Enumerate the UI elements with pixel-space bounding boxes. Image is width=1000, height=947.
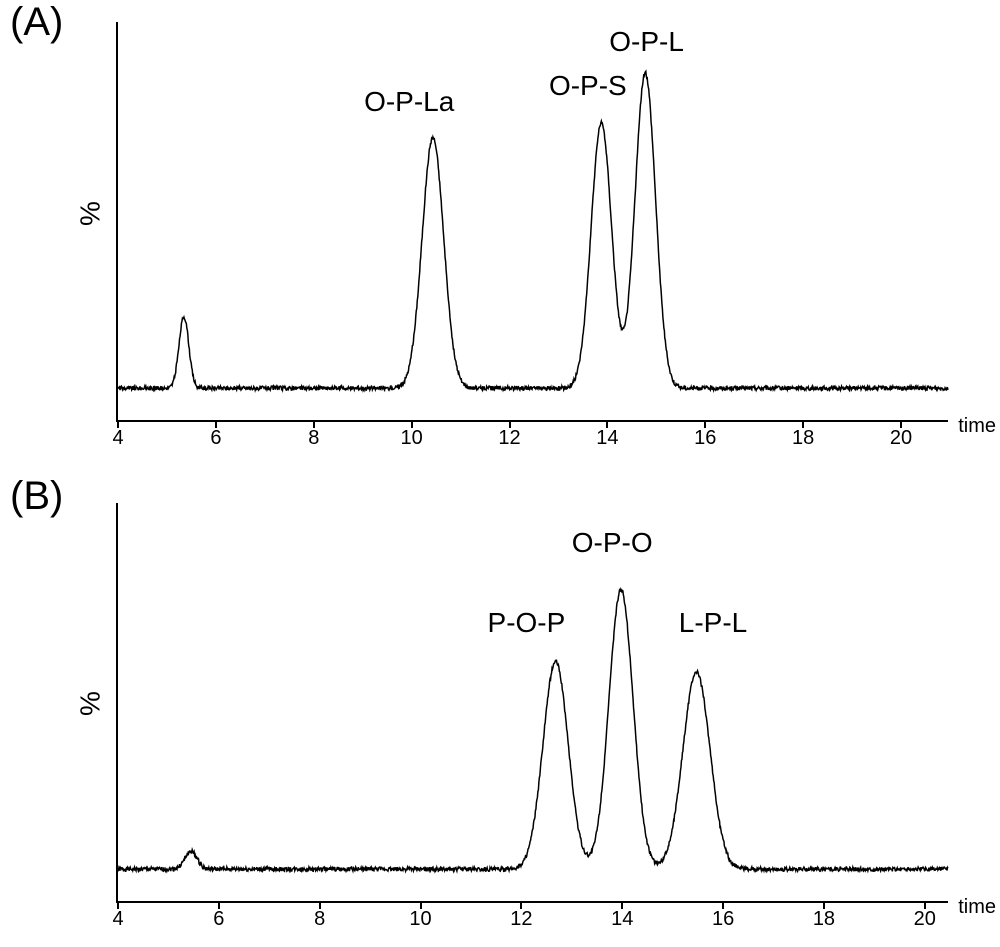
panel-b-plot: time 468101214161820P-O-PO-P-OL-P-L	[116, 503, 948, 903]
panel-b: (B) % time 4 6 8 10 12 14 16 18 20 P-O-P O-P-O L-P-…	[0, 470, 1000, 947]
x-tick-label: 18	[792, 427, 814, 450]
panel-b-x-axis-label: time	[958, 896, 996, 919]
x-tick-label: 8	[308, 427, 319, 450]
panel-a-y-label: %	[74, 201, 106, 226]
x-tick-label: 4	[112, 908, 123, 931]
panel-a-x-axis-label: time	[958, 415, 996, 438]
x-tick-label: 6	[210, 427, 221, 450]
x-tick-label: 20	[914, 908, 936, 931]
x-tick-label: 4	[112, 427, 123, 450]
peak-label: P-O-P	[488, 607, 566, 639]
x-tick-label: 8	[314, 908, 325, 931]
panel-a-trace	[118, 22, 948, 420]
peak-label: O-P-S	[549, 70, 627, 102]
panel-a-label: (A)	[10, 0, 63, 45]
x-tick-label: 6	[213, 908, 224, 931]
x-tick-label: 10	[409, 908, 431, 931]
chromatogram-figure: (A) % time 4 6 8 10 12 14 16 18 20 O-P-La O-P-S O-P…	[0, 0, 1000, 947]
x-tick-label: 16	[712, 908, 734, 931]
panel-b-label: (B)	[10, 474, 63, 519]
peak-label: O-P-O	[572, 527, 653, 559]
x-tick-label: 10	[401, 427, 423, 450]
x-tick-label: 18	[813, 908, 835, 931]
chromatogram-line	[118, 71, 948, 390]
peak-label: O-P-La	[364, 86, 454, 118]
peak-label: L-P-L	[679, 607, 747, 639]
x-tick-label: 12	[510, 908, 532, 931]
panel-b-trace	[118, 503, 948, 901]
panel-a: (A) % time 4 6 8 10 12 14 16 18 20 O-P-La O-P-S O-P…	[0, 0, 1000, 470]
x-tick-label: 14	[611, 908, 633, 931]
x-tick-label: 20	[890, 427, 912, 450]
panel-a-plot: time 468101214161820O-P-LaO-P-SO-P-L	[116, 22, 948, 422]
peak-label: O-P-L	[609, 26, 684, 58]
x-tick-label: 16	[694, 427, 716, 450]
x-tick-label: 14	[596, 427, 618, 450]
panel-b-y-label: %	[74, 691, 106, 716]
x-tick-label: 12	[498, 427, 520, 450]
